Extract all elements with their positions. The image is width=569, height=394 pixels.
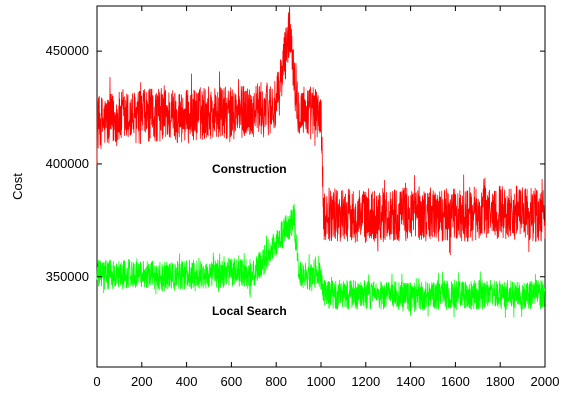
x-tick-label: 1200	[351, 374, 380, 389]
y-tick-label: 400000	[46, 156, 89, 171]
x-tick-label: 1600	[441, 374, 470, 389]
x-tick-label: 400	[176, 374, 198, 389]
series-line-1	[96, 203, 546, 318]
y-tick-label: 450000	[46, 43, 89, 58]
x-tick-label: 800	[265, 374, 287, 389]
series-layer	[96, 5, 546, 318]
x-tick-label: 600	[221, 374, 243, 389]
annotation-label: Local Search	[212, 304, 287, 318]
x-tick-label: 2000	[531, 374, 560, 389]
y-axis-label: Cost	[10, 173, 25, 200]
series-line-0	[96, 5, 546, 256]
x-tick-label: 1400	[396, 374, 425, 389]
annotation-label: Construction	[212, 162, 287, 176]
x-tick-label: 1000	[307, 374, 336, 389]
x-tick-label: 0	[93, 374, 100, 389]
label-layer: 0 200 400 600 800 1000 1200 1400 1600 1800 2000 350…	[10, 43, 559, 389]
x-tick-label: 200	[131, 374, 153, 389]
x-tick-label: 1800	[486, 374, 515, 389]
y-tick-label: 350000	[46, 269, 89, 284]
plot-frame	[96, 5, 546, 368]
axis-layer	[96, 6, 546, 367]
